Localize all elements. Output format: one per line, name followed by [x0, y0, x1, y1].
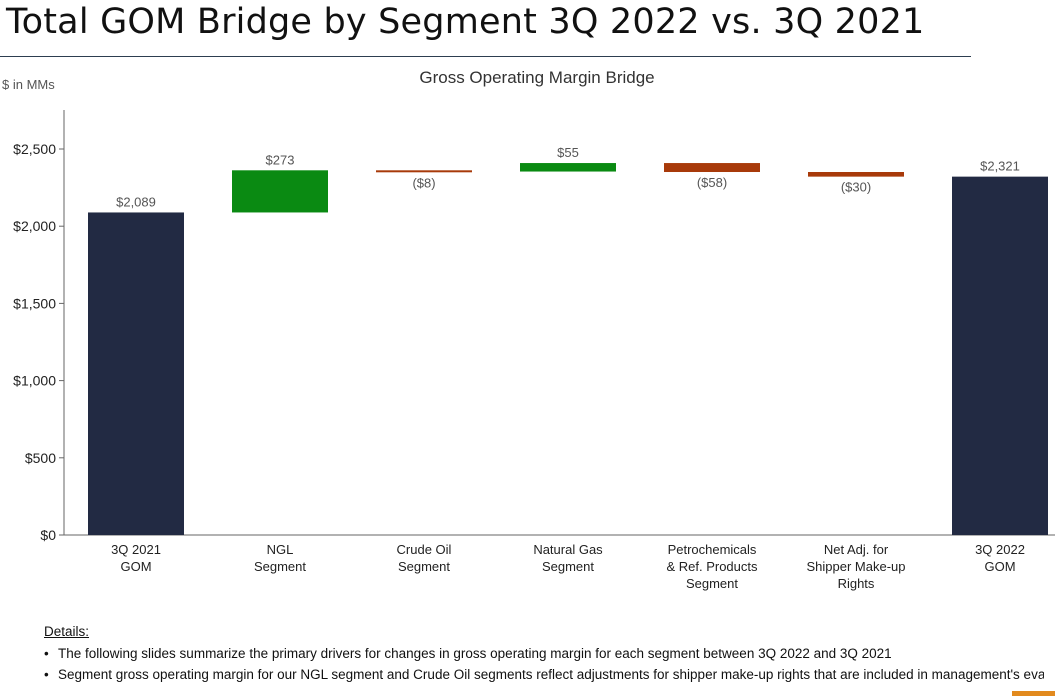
bar-5 [808, 172, 904, 177]
x-category-label-5: Net Adj. for Shipper Make-up Rights [807, 542, 906, 591]
bar-3 [520, 163, 616, 172]
y-tick-label: $2,000 [13, 218, 56, 234]
data-label-4: ($58) [697, 175, 727, 190]
slide-title: Total GOM Bridge by Segment 3Q 2022 vs. … [6, 2, 925, 42]
bar-0 [88, 212, 184, 535]
x-category-label-2: Crude Oil Segment [397, 542, 452, 574]
data-label-6: $2,321 [980, 159, 1020, 174]
title-divider [0, 56, 971, 57]
bar-6 [952, 176, 1048, 535]
x-category-label-6: 3Q 2022 GOM [975, 542, 1025, 574]
x-category-label-4: Petrochemicals & Ref. Products Segment [666, 542, 758, 591]
y-tick-label: $500 [25, 450, 56, 466]
details-section: Details: The following slides summarize … [44, 624, 1044, 682]
data-label-0: $2,089 [116, 194, 156, 209]
y-tick-label: $1,000 [13, 373, 56, 389]
y-tick-label: $0 [40, 527, 56, 543]
details-title: Details: [44, 624, 90, 639]
bar-1 [232, 170, 328, 213]
data-label-1: $273 [266, 152, 295, 167]
data-label-2: ($8) [412, 175, 435, 190]
data-label-5: ($30) [841, 180, 871, 195]
y-tick-label: $2,500 [13, 141, 56, 157]
x-category-label-3: Natural Gas Segment [533, 542, 603, 574]
footer-accent-bar [0, 691, 1055, 696]
details-bullet-2: Segment gross operating margin for our N… [44, 664, 1044, 682]
bar-4 [664, 163, 760, 173]
data-label-3: $55 [557, 145, 579, 160]
gom-bridge-chart: Gross Operating Margin Bridge $0 $500 $1,00… [13, 68, 1055, 591]
details-bullet-1: The following slides summarize the prima… [44, 643, 1044, 664]
units-label: $ in MMs [2, 77, 55, 92]
x-category-label-1: NGL Segment [254, 542, 306, 574]
x-category-label-0: 3Q 2021 GOM [111, 542, 161, 574]
chart-title: Gross Operating Margin Bridge [419, 68, 654, 87]
y-tick-label: $1,500 [13, 295, 56, 311]
bar-2 [376, 170, 472, 173]
